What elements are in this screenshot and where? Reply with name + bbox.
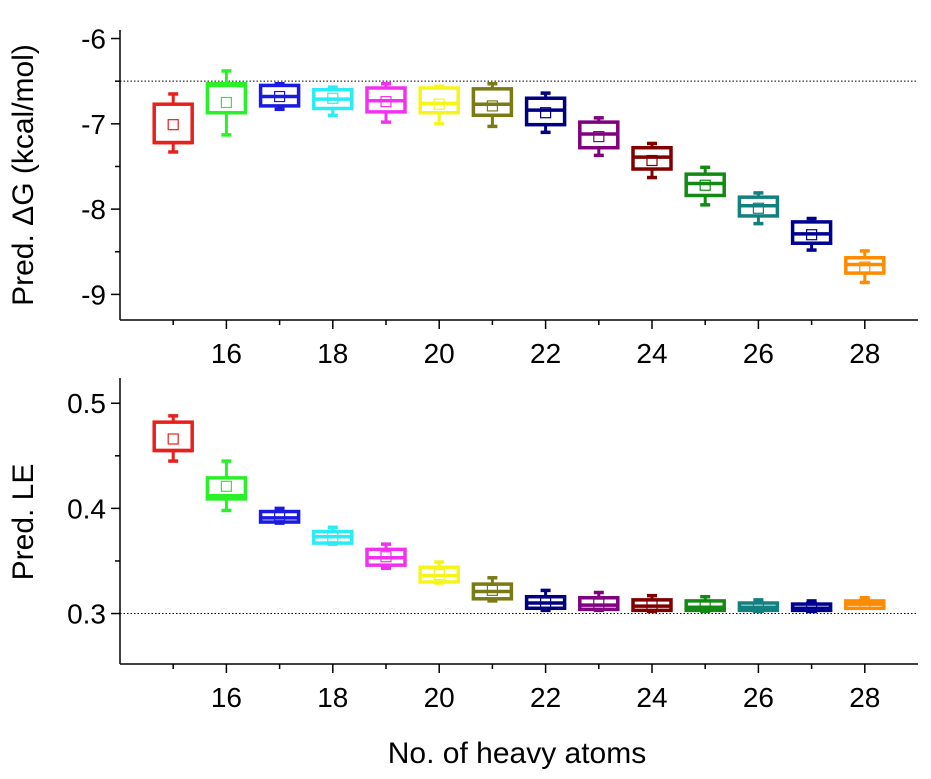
dg-y-tick-label: -7 — [81, 109, 106, 140]
le-box-22 — [524, 588, 567, 613]
panel-le-plot: 16 18 20 22 24 26 28 0.3 0.4 0.5 — [67, 378, 918, 713]
le-box-25 — [684, 594, 726, 614]
le-box-18 — [312, 525, 354, 546]
dg-box-17 — [258, 81, 301, 112]
mean-marker — [327, 531, 339, 543]
x-axis-label: No. of heavy atoms — [388, 737, 646, 770]
le-x-tick-label: 20 — [424, 682, 455, 713]
box-iqr — [418, 86, 460, 115]
le-x-tick-label: 16 — [211, 682, 242, 713]
mean-marker — [646, 599, 658, 611]
mean-marker — [699, 599, 711, 611]
dg-x-tick-label: 20 — [424, 338, 455, 369]
le-x-tick-label: 28 — [849, 682, 880, 713]
mean-marker — [274, 90, 286, 103]
le-y-tick-label: 0.5 — [67, 388, 106, 419]
le-box-27 — [790, 599, 833, 614]
mean-marker — [805, 601, 818, 613]
le-box-21 — [471, 576, 514, 603]
y-axis-label-delta-g: Pred. ΔG (kcal/mol) — [7, 44, 40, 306]
panel-delta-g-plot: 16 18 20 22 24 26 28 -6 -7 -8 -9 — [81, 24, 918, 369]
panel-le: 16 18 20 22 24 26 28 0.3 0.4 0.5 Pred. LE — [7, 378, 918, 713]
mean-marker — [752, 202, 765, 214]
dg-box-21 — [471, 81, 514, 129]
mean-marker — [433, 569, 445, 581]
mean-marker — [167, 433, 179, 445]
le-box-28 — [844, 596, 886, 611]
le-y-tick-label: 0.4 — [67, 493, 106, 524]
mean-marker — [699, 179, 711, 191]
mean-marker — [220, 480, 232, 492]
le-box-26 — [737, 598, 780, 614]
dg-box-16 — [205, 69, 248, 137]
mean-marker — [380, 96, 392, 108]
le-x-tick-label: 26 — [743, 682, 774, 713]
le-box-19 — [365, 542, 407, 571]
mean-marker — [167, 119, 179, 131]
mean-marker — [486, 584, 498, 596]
dg-y-tick-label: -6 — [81, 24, 106, 55]
dg-box-22 — [524, 91, 567, 135]
dg-box-15 — [152, 92, 194, 154]
dg-box-27 — [790, 216, 833, 252]
box-iqr — [152, 420, 194, 453]
dg-box-19 — [365, 81, 407, 124]
panel-delta-g: 16 18 20 22 24 26 28 -6 -7 -8 -9 Pred. ΔG (kcal/mo… — [7, 24, 918, 369]
dg-box-23 — [578, 116, 620, 158]
mean-marker — [646, 154, 658, 167]
dg-y-tick-label: -8 — [81, 194, 106, 225]
mean-marker — [539, 107, 552, 119]
dg-box-20 — [418, 84, 460, 126]
mean-marker — [433, 98, 445, 110]
mean-marker — [805, 229, 818, 241]
dg-x-tick-label: 26 — [743, 338, 774, 369]
dg-y-tick-label: -9 — [81, 279, 106, 310]
mean-marker — [380, 551, 392, 563]
dg-box-25 — [684, 165, 726, 207]
mean-marker — [274, 510, 286, 522]
le-box-23 — [578, 590, 620, 613]
mean-marker — [752, 601, 765, 613]
le-box-17 — [258, 506, 301, 525]
dg-x-tick-label: 24 — [636, 338, 667, 369]
le-x-tick-label: 18 — [317, 682, 348, 713]
mean-marker — [486, 100, 498, 112]
mean-marker — [539, 597, 552, 609]
mean-marker — [220, 96, 232, 109]
dg-box-28 — [844, 249, 886, 285]
dg-x-tick-label: 28 — [849, 338, 880, 369]
le-x-tick-label: 24 — [636, 682, 667, 713]
mean-marker — [859, 261, 871, 273]
box-iqr — [205, 476, 248, 501]
y-axis-label-le: Pred. LE — [7, 464, 40, 581]
dg-box-26 — [737, 191, 780, 226]
dg-box-24 — [631, 141, 673, 180]
box-iqr — [152, 102, 194, 145]
mean-marker — [327, 92, 339, 104]
dg-x-tick-label: 22 — [530, 338, 561, 369]
le-box-16 — [205, 459, 248, 513]
mean-marker — [593, 131, 605, 143]
dg-x-tick-label: 18 — [317, 338, 348, 369]
le-box-20 — [418, 560, 460, 585]
box-iqr — [205, 81, 248, 115]
dg-x-tick-label: 16 — [211, 338, 242, 369]
mean-marker — [859, 598, 871, 610]
le-x-tick-label: 22 — [530, 682, 561, 713]
le-box-15 — [152, 414, 194, 463]
le-y-tick-label: 0.3 — [67, 599, 106, 630]
dg-box-18 — [312, 85, 354, 118]
le-box-24 — [631, 593, 673, 614]
mean-marker — [593, 598, 605, 610]
